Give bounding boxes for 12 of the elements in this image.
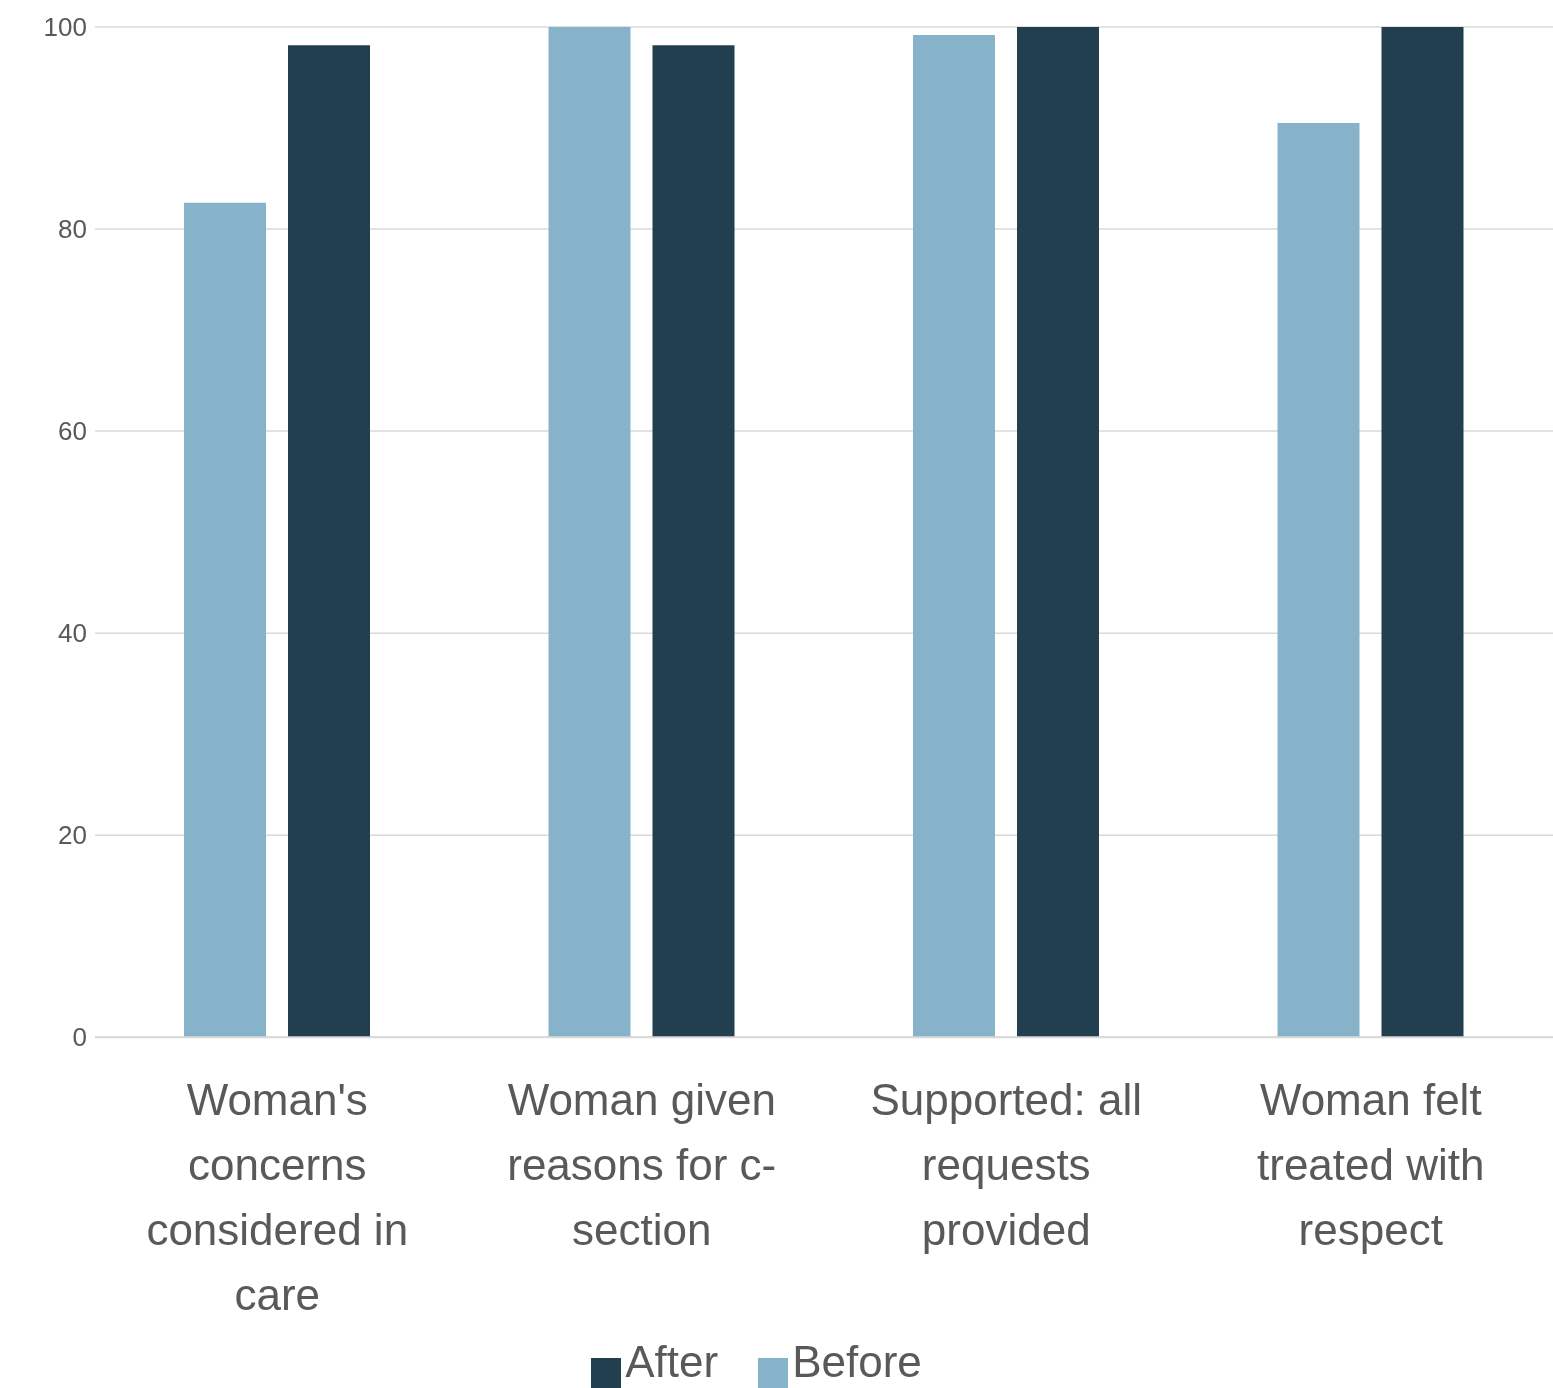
y-tick-label: 20 <box>58 820 87 851</box>
x-tick-label: Supported: all requests provided <box>870 1075 1143 1255</box>
y-tick-label: 40 <box>58 618 87 649</box>
legend-label: After <box>625 1337 719 1387</box>
x-tick-label: Woman's concerns considered in care <box>146 1075 409 1320</box>
y-tick-label: 80 <box>58 214 87 245</box>
y-tick-label: 100 <box>43 12 87 43</box>
y-tick-label: 0 <box>72 1022 87 1053</box>
legend-label: Before <box>792 1337 922 1387</box>
y-tick-label: 60 <box>58 416 87 447</box>
x-tick-label: Woman given reasons for c-section <box>507 1075 777 1255</box>
x-tick-label: Woman felt treated with respect <box>1257 1075 1485 1255</box>
